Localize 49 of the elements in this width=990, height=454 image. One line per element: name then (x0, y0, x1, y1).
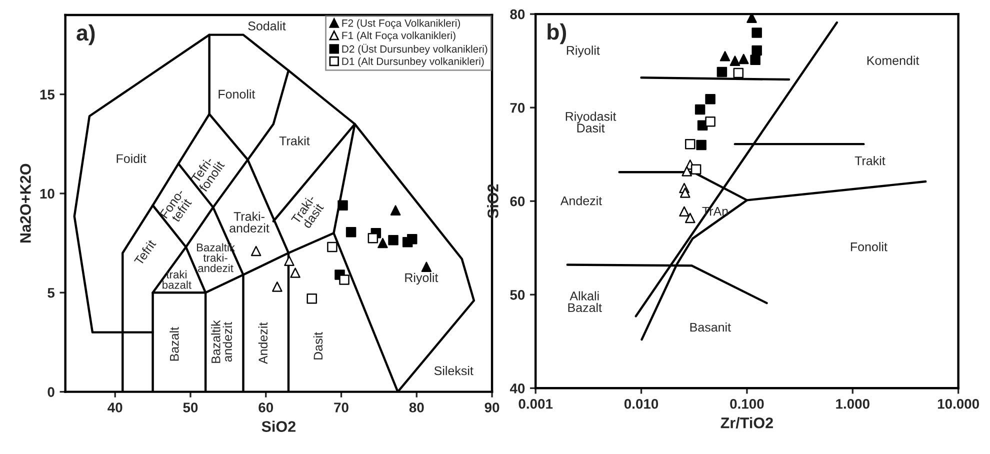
y-tick-label: 60 (510, 196, 525, 206)
x-axis-title: Zr/TiO2 (720, 417, 773, 428)
annotation: Basanit (690, 322, 731, 332)
y-tick-label: 50 (510, 290, 525, 300)
annotation: Sodalit (248, 21, 286, 30)
annotation: Fonolit (850, 242, 888, 252)
y-tick-label: 70 (510, 102, 525, 113)
annotation: Sileksit (434, 366, 474, 376)
x-tick-label: 60 (258, 402, 274, 412)
y-tick-label: 5 (48, 288, 55, 298)
annotation: Trakit (854, 156, 886, 166)
legend-label: F1 (Alt Foça volkanikleri) (342, 32, 456, 42)
y-tick-label: 40 (510, 384, 525, 394)
annotation: Alkali Bazalt (568, 291, 602, 312)
y-tick-label: 0 (48, 387, 54, 397)
annotation: Andezit (560, 196, 602, 206)
annotation: Riyolit (566, 46, 600, 58)
x-tick-label: 10.000 (938, 398, 979, 409)
annotation: b) (548, 23, 566, 44)
annotation: Riyodasit Dasit (566, 112, 616, 132)
annotation: Trakit (279, 136, 310, 146)
x-tick-label: 0.010 (624, 398, 658, 409)
y-axis-title: SiO2 (487, 184, 498, 218)
x-tick-label: 50 (183, 402, 198, 412)
annotation: Fonolit (218, 89, 256, 99)
x-tick-label: 0.100 (730, 398, 764, 409)
y-tick-label: 10 (40, 188, 54, 199)
x-tick-label: 80 (409, 402, 424, 412)
legend-label: D1 (Alt Dursunbey volkanikleri) (342, 57, 484, 68)
x-tick-label: 70 (334, 402, 348, 412)
annotation: Dasit (313, 332, 323, 360)
x-axis-title: SiO2 (262, 420, 296, 432)
y-tick-label: 80 (510, 9, 525, 20)
annotation: Komendit (867, 56, 920, 65)
x-tick-label: 40 (108, 402, 122, 412)
y-axis-title: Na2O+K2O (20, 164, 31, 242)
legend-label: D2 (Üst Dursunbey volkanikleri) (342, 44, 488, 55)
annotation: Traki- andezit (230, 212, 270, 233)
x-tick-label: 0.001 (518, 398, 553, 409)
y-tick-label: 15 (40, 90, 55, 100)
annotation: Bazaltik andezit (211, 320, 232, 363)
annotation: Riyolit (405, 272, 438, 285)
x-tick-label: 90 (484, 402, 500, 412)
annotation: Foidit (116, 154, 146, 164)
legend-label: F2 (Ust Foça Volkanikleri) (342, 19, 460, 29)
x-tick-label: 1.000 (836, 398, 870, 409)
annotation: a) (76, 24, 95, 46)
annotation: Andezit (258, 322, 268, 364)
annotation: Bazalt (170, 327, 179, 361)
